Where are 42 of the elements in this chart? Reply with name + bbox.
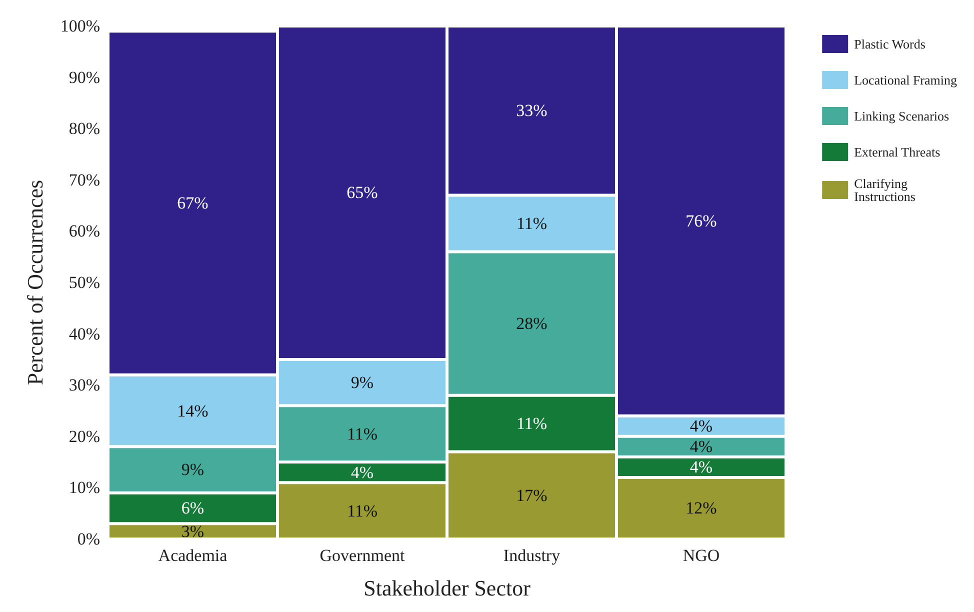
data-label: 11% xyxy=(516,214,548,234)
x-tick-label: NGO xyxy=(682,546,720,565)
y-tick-label: 50% xyxy=(68,273,100,292)
data-label: 33% xyxy=(516,101,548,120)
data-label: 65% xyxy=(346,183,378,202)
data-label: 9% xyxy=(350,373,374,392)
data-label: 17% xyxy=(516,486,548,505)
data-label: 6% xyxy=(181,498,204,518)
data-label: 3% xyxy=(181,522,204,541)
y-tick-label: 80% xyxy=(68,119,100,138)
data-label: 12% xyxy=(686,498,717,518)
y-tick-label: 0% xyxy=(77,530,100,548)
data-label: 4% xyxy=(690,437,713,456)
y-tick-label: 90% xyxy=(68,68,100,87)
x-tick-label: Industry xyxy=(503,546,561,565)
data-label: 4% xyxy=(690,458,713,477)
x-axis-title: Stakeholder Sector xyxy=(364,576,532,600)
data-label: 11% xyxy=(346,424,378,444)
legend-label: Clarifying Instructions xyxy=(854,176,916,204)
legend-label: External Threats xyxy=(854,144,940,160)
data-label: 76% xyxy=(686,211,717,230)
data-label: 67% xyxy=(177,193,208,212)
data-label: 9% xyxy=(181,460,204,480)
y-tick-label: 10% xyxy=(68,478,100,498)
y-tick-label: 70% xyxy=(68,170,100,190)
y-tick-label: 60% xyxy=(68,222,100,241)
y-tick-label: 20% xyxy=(68,426,100,446)
data-label: 4% xyxy=(350,462,374,482)
legend-label: Plastic Words xyxy=(854,36,926,52)
data-label: 11% xyxy=(516,414,548,434)
y-tick-label: 30% xyxy=(68,376,100,395)
data-label: 4% xyxy=(690,416,713,436)
x-tick-label: Government xyxy=(320,546,406,565)
x-tick-label: Academia xyxy=(158,546,228,565)
data-label: 28% xyxy=(516,314,548,334)
data-label: 14% xyxy=(177,401,208,420)
data-label: 11% xyxy=(346,501,378,520)
y-tick-label: 40% xyxy=(68,324,100,344)
legend-label: Linking Scenarios xyxy=(854,108,950,124)
y-axis-title: Percent of Occurrences xyxy=(22,180,48,386)
y-tick-label: 100% xyxy=(60,16,100,36)
legend-label: Locational Framing xyxy=(854,72,958,88)
